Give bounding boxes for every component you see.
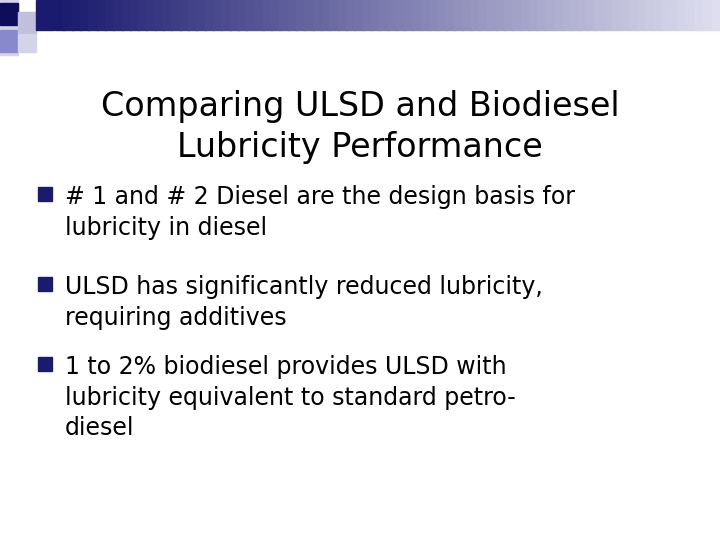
Bar [338, 0, 347, 30]
Bar [0, 0, 18, 55]
Bar [637, 0, 646, 30]
Bar [346, 0, 355, 30]
Bar [678, 0, 688, 30]
Bar [89, 0, 98, 30]
Bar [654, 0, 663, 30]
Bar [420, 0, 430, 30]
Bar [279, 0, 289, 30]
Bar [504, 0, 513, 30]
Bar [105, 0, 114, 30]
Bar [188, 0, 197, 30]
Text: # 1 and # 2 Diesel are the design basis for
lubricity in diesel: # 1 and # 2 Diesel are the design basis … [65, 185, 575, 240]
Bar [570, 0, 580, 30]
Bar [562, 0, 572, 30]
Bar [429, 0, 438, 30]
Bar [246, 0, 256, 30]
Bar [528, 0, 538, 30]
Text: Comparing ULSD and Biodiesel
Lubricity Performance: Comparing ULSD and Biodiesel Lubricity P… [101, 90, 619, 164]
Bar [363, 0, 372, 30]
Bar [454, 0, 463, 30]
Bar [80, 0, 89, 30]
Bar [595, 0, 605, 30]
Bar [288, 0, 297, 30]
Bar [554, 0, 563, 30]
Bar [437, 0, 446, 30]
Bar [138, 0, 148, 30]
Bar [379, 0, 389, 30]
Bar [629, 0, 638, 30]
Bar [221, 0, 230, 30]
Bar [670, 0, 680, 30]
Bar [703, 0, 713, 30]
Bar [18, 12, 36, 34]
Bar [213, 0, 222, 30]
Bar [587, 0, 596, 30]
Bar [263, 0, 272, 30]
Bar [687, 0, 696, 30]
Bar [155, 0, 164, 30]
Bar [38, 187, 52, 201]
Bar [537, 0, 546, 30]
Bar [38, 277, 52, 291]
Bar [38, 357, 52, 371]
Bar [620, 0, 629, 30]
Bar [238, 0, 247, 30]
Bar [305, 0, 314, 30]
Bar [479, 0, 488, 30]
Bar [404, 0, 413, 30]
Bar [329, 0, 338, 30]
Bar [180, 0, 189, 30]
Bar [122, 0, 131, 30]
Bar [695, 0, 704, 30]
Bar [171, 0, 181, 30]
Bar [546, 0, 554, 30]
Bar [471, 0, 480, 30]
Bar [0, 30, 18, 52]
Bar [321, 0, 330, 30]
Bar [495, 0, 505, 30]
Bar [113, 0, 122, 30]
Bar [254, 0, 264, 30]
Bar [36, 0, 54, 30]
Bar [603, 0, 613, 30]
Bar [462, 0, 472, 30]
Bar [55, 0, 64, 30]
Bar [296, 0, 305, 30]
Bar [130, 0, 139, 30]
Bar [579, 0, 588, 30]
Bar [197, 0, 206, 30]
Bar [230, 0, 239, 30]
Text: 1 to 2% biodiesel provides ULSD with
lubricity equivalent to standard petro-
die: 1 to 2% biodiesel provides ULSD with lub… [65, 355, 516, 440]
Bar [521, 0, 530, 30]
Bar [18, 34, 36, 52]
Bar [371, 0, 380, 30]
Bar [387, 0, 397, 30]
Bar [204, 0, 214, 30]
Bar [146, 0, 156, 30]
Bar [645, 0, 654, 30]
Bar [271, 0, 280, 30]
Bar [396, 0, 405, 30]
Bar [711, 0, 720, 30]
Bar [96, 0, 106, 30]
Bar [612, 0, 621, 30]
Bar [312, 0, 322, 30]
Bar [71, 0, 81, 30]
Bar [512, 0, 521, 30]
Bar [0, 3, 18, 25]
Bar [446, 0, 455, 30]
Bar [662, 0, 671, 30]
Bar [163, 0, 172, 30]
Bar [413, 0, 422, 30]
Text: ULSD has significantly reduced lubricity,
requiring additives: ULSD has significantly reduced lubricity… [65, 275, 543, 329]
Bar [63, 0, 73, 30]
Bar [487, 0, 497, 30]
Bar [354, 0, 364, 30]
